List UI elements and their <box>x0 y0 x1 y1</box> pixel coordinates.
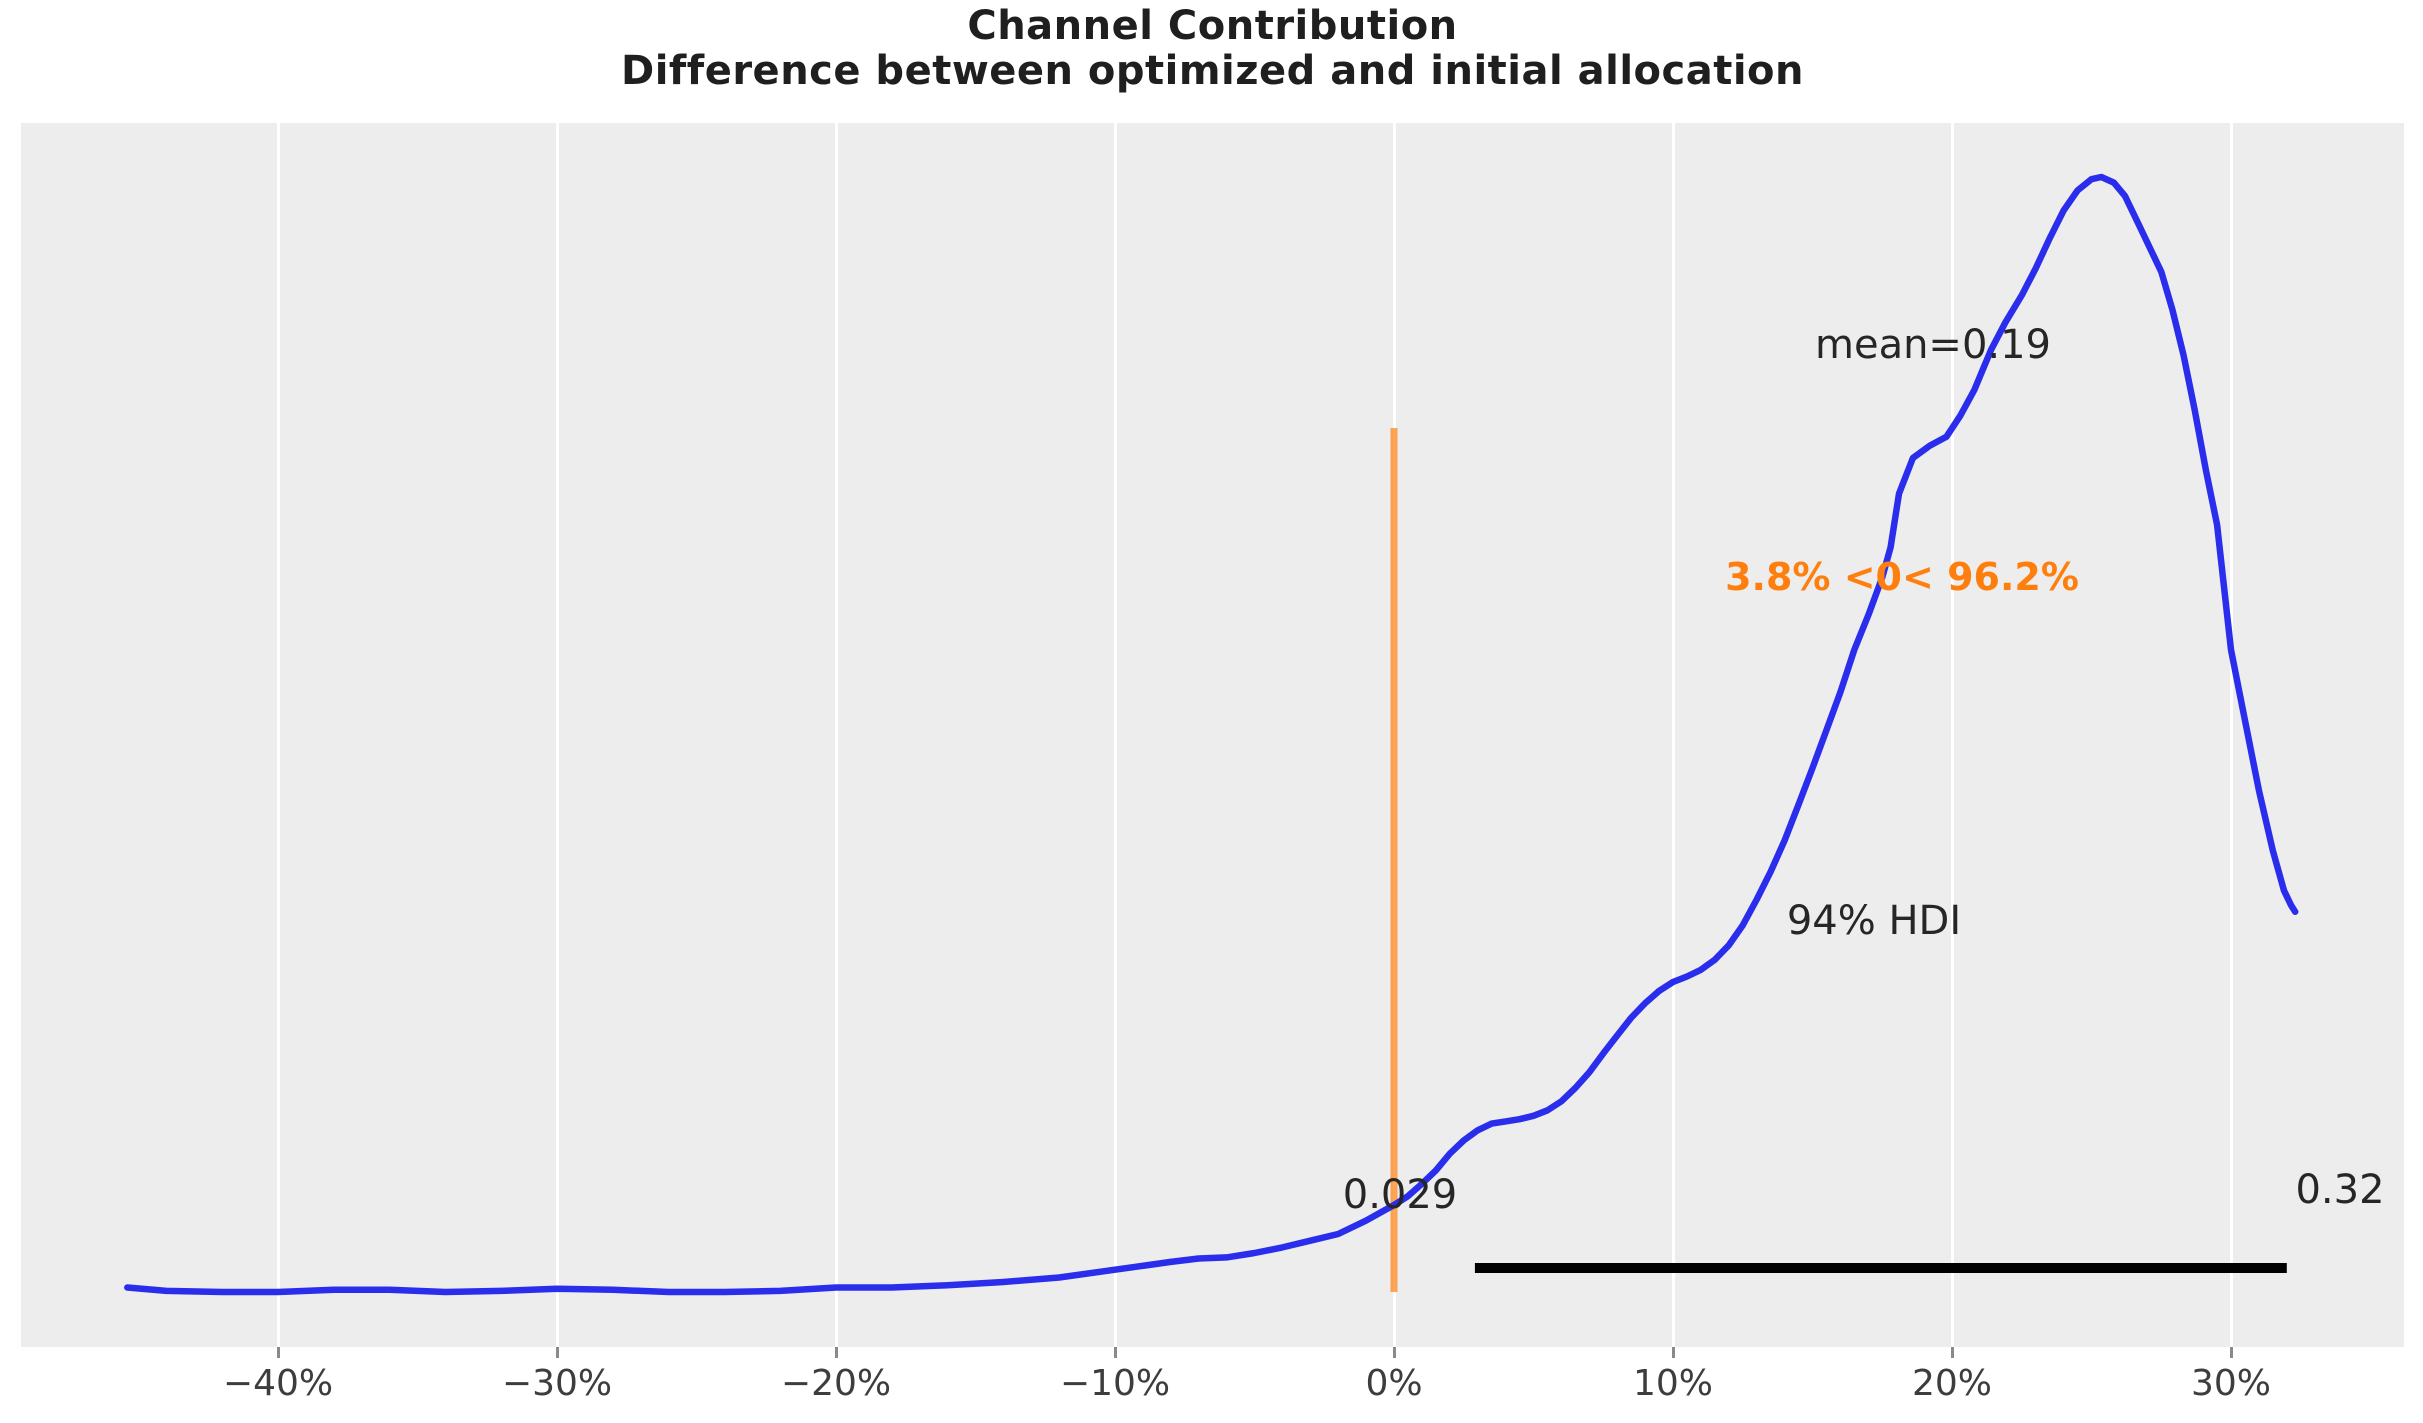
gridline-10% <box>1671 123 1675 1347</box>
chart-title-line1: Channel Contribution <box>967 3 1458 49</box>
gridline-−40% <box>276 123 280 1347</box>
x-tickmark <box>2229 1347 2233 1358</box>
kde-density-curve <box>124 173 2299 1296</box>
x-tick-label: −40% <box>222 1363 334 1404</box>
chart-title-line2: Difference between optimized and initial… <box>620 48 1805 94</box>
gridline-−10% <box>1113 123 1117 1347</box>
x-tickmark <box>1671 1347 1675 1358</box>
gridline-30% <box>2229 123 2233 1347</box>
gridline-−30% <box>555 123 559 1347</box>
plot-area <box>21 123 2404 1347</box>
x-tickmark <box>834 1347 838 1358</box>
chart-title: Channel Contribution Difference between … <box>21 4 2404 94</box>
x-tickmark <box>1113 1347 1117 1358</box>
gridline-20% <box>1950 123 1954 1347</box>
hdi-lower-annotation: 0.029 <box>1342 1172 1458 1218</box>
mean-annotation: mean=0.19 <box>1814 322 2052 368</box>
x-tick-label: −10% <box>1059 1363 1171 1404</box>
x-tickmark <box>555 1347 559 1358</box>
x-tick-label: −30% <box>501 1363 613 1404</box>
x-tickmark <box>1950 1347 1954 1358</box>
x-tick-label: 30% <box>2190 1363 2272 1404</box>
x-tick-label: −20% <box>780 1363 892 1404</box>
x-tick-label: 10% <box>1632 1363 1714 1404</box>
ref-value-probability-annotation: 3.8% <0< 96.2% <box>1725 555 2079 599</box>
x-tick-label: 20% <box>1911 1363 1993 1404</box>
x-tickmark <box>276 1347 280 1358</box>
x-tick-label: 0% <box>1365 1363 1423 1404</box>
hdi-title-annotation: 94% HDI <box>1786 898 1962 944</box>
gridline-−20% <box>834 123 838 1347</box>
x-tickmark <box>1392 1347 1396 1358</box>
hdi-upper-annotation: 0.32 <box>2295 1167 2385 1213</box>
